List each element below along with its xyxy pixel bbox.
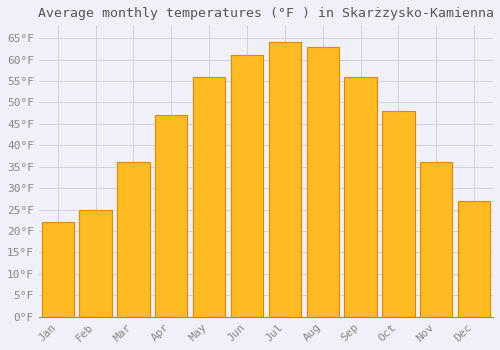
Bar (118, 162, 150, 317)
Bar (344, 77, 376, 317)
Bar (382, 111, 414, 317)
Bar (80, 210, 112, 317)
Bar (420, 162, 452, 317)
Bar (306, 47, 339, 317)
Bar (193, 77, 225, 317)
Title: Average monthly temperatures (°F ) in Skarżzysko-Kamienna: Average monthly temperatures (°F ) in Sk… (38, 7, 494, 20)
Bar (231, 55, 263, 317)
Bar (458, 201, 490, 317)
Bar (269, 42, 301, 317)
Bar (42, 223, 74, 317)
Bar (155, 115, 188, 317)
